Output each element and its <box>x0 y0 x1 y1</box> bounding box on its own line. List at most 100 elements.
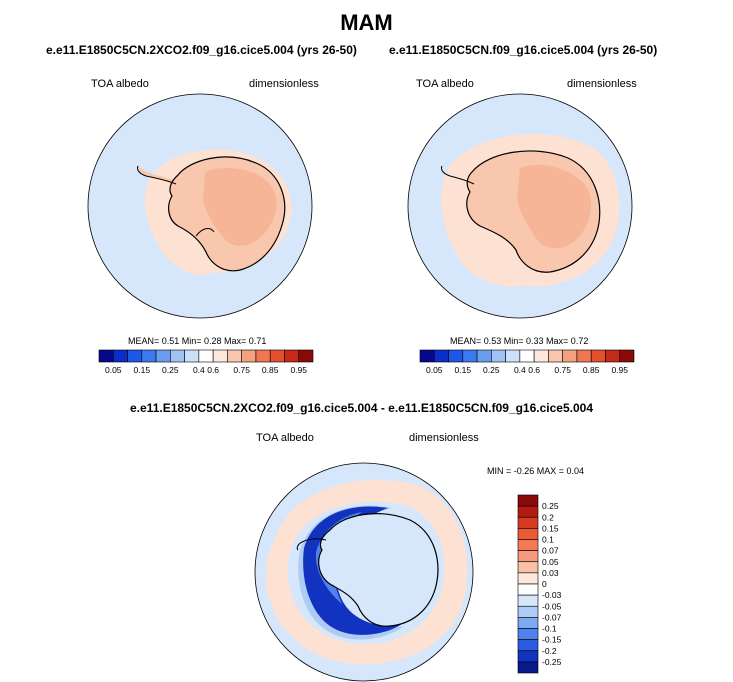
colorbar-2-swatch <box>562 349 578 363</box>
colorbar-v-tick-label: -0.1 <box>542 624 557 634</box>
panel-1-units: dimensionless <box>249 78 319 90</box>
colorbar-v-tick-label: -0.15 <box>542 635 562 645</box>
colorbar-2-swatch <box>462 349 478 363</box>
page-title: MAM <box>340 10 393 35</box>
colorbar-v-swatch <box>517 661 539 674</box>
colorbar-v-tick-label: 0 <box>542 579 547 589</box>
colorbar-1-tick-label: 0.25 <box>162 365 179 375</box>
panel-2-units: dimensionless <box>567 78 637 90</box>
colorbar-1-swatch <box>227 349 242 363</box>
colorbar-difference: 0.250.20.150.10.070.050.030-0.03-0.05-0.… <box>517 494 562 674</box>
map-2-interior-shade <box>517 164 591 249</box>
colorbar-v-swatch <box>517 605 539 618</box>
colorbar-2-swatch <box>605 349 621 363</box>
colorbar-v-swatch <box>517 550 539 563</box>
colorbar-2-tick-label: 0.25 <box>483 365 500 375</box>
map-3-border <box>254 462 474 682</box>
map-2-coastline <box>466 150 601 273</box>
map-1-coastline <box>168 156 286 272</box>
panel-3-stats: MIN = -0.26 MAX = 0.04 <box>487 466 585 476</box>
colorbar-2-tick-label: 0.95 <box>611 365 628 375</box>
colorbar-2-tick-label: 0.75 <box>554 365 571 375</box>
colorbar-v-swatch <box>517 539 539 551</box>
map-1-interior-shade <box>203 168 277 246</box>
colorbar-2-tick-label: 0.05 <box>426 365 443 375</box>
map-3-coastline <box>318 513 439 627</box>
colorbar-1-tick-label: 0.6 <box>207 365 219 375</box>
colorbar-1-swatch <box>98 349 114 363</box>
colorbar-v-tick-label: 0.15 <box>542 523 559 533</box>
colorbar-2-swatch <box>505 349 521 363</box>
map-2-peninsula-coast <box>441 165 475 185</box>
colorbar-2-tick-label: 0.6 <box>528 365 540 375</box>
colorbar-v-swatch <box>517 594 539 607</box>
map-1-peninsula-coast <box>137 165 177 185</box>
colorbar-2-swatch <box>419 349 435 363</box>
panel-2-stats: MEAN= 0.53 Min= 0.33 Max= 0.72 <box>450 336 589 346</box>
colorbar-v-tick-label: -0.05 <box>542 601 562 611</box>
colorbar-v-swatch <box>517 505 539 518</box>
colorbar-2-swatch <box>491 349 506 363</box>
panel-1-title: e.e11.E1850C5CN.2XCO2.f09_g16.cice5.004 … <box>46 43 357 57</box>
colorbar-v-swatch <box>517 650 539 663</box>
colorbar-1-swatch <box>112 349 128 363</box>
colorbar-v-tick-label: -0.07 <box>542 612 562 622</box>
colorbar-v-tick-label: 0.1 <box>542 535 554 545</box>
colorbar-1-swatch <box>198 349 214 363</box>
colorbar-2-swatch <box>519 349 535 363</box>
map-panel-2 <box>407 93 633 319</box>
colorbar-v-tick-label: 0.07 <box>542 546 559 556</box>
colorbar-1-tick-label: 0.05 <box>105 365 122 375</box>
colorbar-v-swatch <box>517 617 539 629</box>
colorbar-v-swatch <box>517 572 539 585</box>
colorbar-1-tick-label: 0.4 <box>193 365 205 375</box>
colorbar-v-tick-label: -0.2 <box>542 646 557 656</box>
colorbar-1-swatch <box>298 349 314 363</box>
colorbar-2-tick-label: 0.15 <box>455 365 472 375</box>
colorbar-2-swatch <box>590 349 606 363</box>
colorbar-v-swatch <box>517 561 539 574</box>
colorbar-1-tick-label: 0.95 <box>290 365 307 375</box>
colorbar-1-swatch <box>184 349 200 363</box>
colorbar-v-tick-label: 0.05 <box>542 557 559 567</box>
colorbar-1-tick-label: 0.85 <box>262 365 279 375</box>
map-panel-1 <box>87 93 313 319</box>
colorbar-v-tick-label: -0.25 <box>542 657 562 667</box>
colorbar-1-swatch <box>127 349 143 363</box>
map-1-peninsula <box>137 166 178 184</box>
map-panel-3 <box>254 462 474 682</box>
colorbar-2-swatch <box>433 349 449 363</box>
colorbar-v-tick-label: 0.25 <box>542 501 559 511</box>
panel-3-title: e.e11.E1850C5CN.2XCO2.f09_g16.cice5.004 … <box>130 401 593 415</box>
colorbar-v-swatch <box>517 494 539 507</box>
panel-3-units: dimensionless <box>409 432 479 444</box>
colorbar-1-tick-label: 0.75 <box>233 365 250 375</box>
colorbar-1-swatch <box>269 349 285 363</box>
colorbar-2-tick-label: 0.4 <box>514 365 526 375</box>
colorbar-2-swatch <box>476 349 492 363</box>
map-1-border <box>87 93 313 319</box>
panel-2-title: e.e11.E1850C5CN.f09_g16.cice5.004 (yrs 2… <box>389 43 658 57</box>
colorbar-v-tick-label: 0.03 <box>542 568 559 578</box>
map-2-border <box>407 93 633 319</box>
colorbar-2-swatch <box>576 349 592 363</box>
colorbar-2-swatch <box>533 349 549 363</box>
colorbar-1-swatch <box>170 349 185 363</box>
colorbar-1-swatch <box>212 349 228 363</box>
colorbar-panel-2: 0.05 0.15 0.25 0.4 0.6 0.75 0.85 0.95 <box>419 349 635 375</box>
colorbar-1-swatch <box>284 349 300 363</box>
colorbar-1-swatch <box>155 349 171 363</box>
colorbar-2-swatch <box>548 349 563 363</box>
colorbar-v-tick-label: 0.2 <box>542 512 554 522</box>
colorbar-v-swatch <box>517 528 539 540</box>
colorbar-1-swatch <box>141 349 157 363</box>
map-3-antarctica-interior <box>318 513 438 627</box>
colorbar-v-swatch <box>517 516 539 529</box>
colorbar-1-swatch <box>255 349 271 363</box>
colorbar-v-tick-label: -0.03 <box>542 590 562 600</box>
panel-3-variable: TOA albedo <box>256 432 314 444</box>
colorbar-v-swatch <box>517 583 539 596</box>
map-1-ross-shelf-edge <box>195 228 215 237</box>
colorbar-2-tick-label: 0.85 <box>583 365 600 375</box>
